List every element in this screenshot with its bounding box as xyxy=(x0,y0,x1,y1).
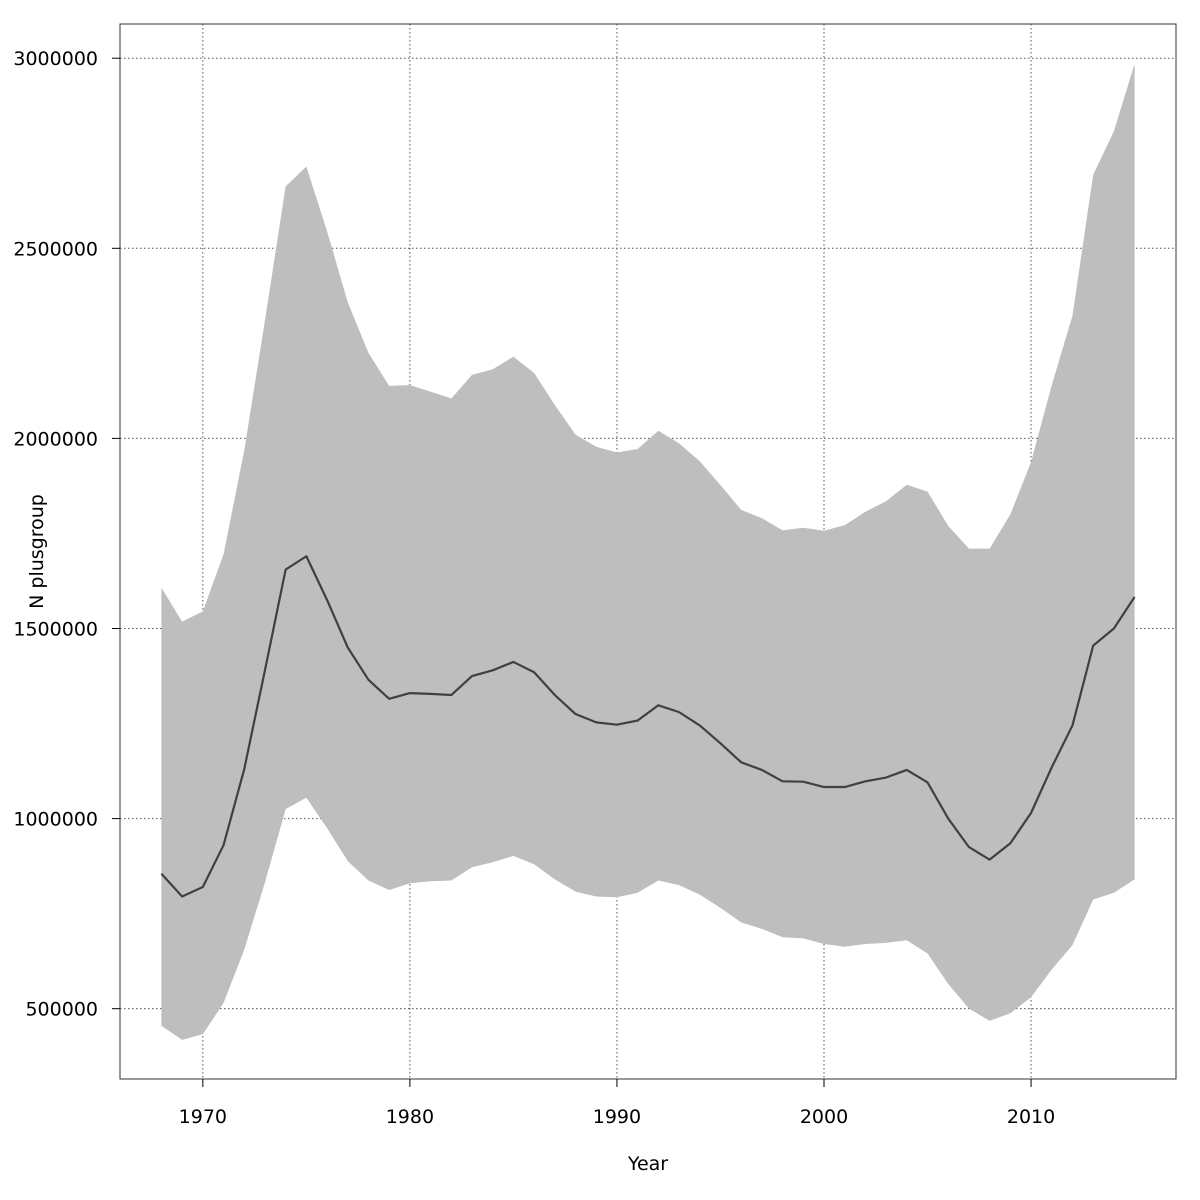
y-tick-label: 1500000 xyxy=(13,618,98,640)
x-tick-label: 1970 xyxy=(179,1106,227,1128)
y-tick-label: 2500000 xyxy=(13,238,98,260)
plot-frame xyxy=(119,23,1177,1080)
x-tick-label: 2000 xyxy=(800,1106,848,1128)
y-tick-label: 3000000 xyxy=(13,48,98,70)
x-tick-label: 1980 xyxy=(386,1106,434,1128)
y-axis: 500000 1000000 1500000 2000000 2500000 300000… xyxy=(13,48,120,1021)
x-tick-label: 2010 xyxy=(1007,1106,1055,1128)
y-tick-label: 1000000 xyxy=(13,809,98,831)
x-tick-label: 1990 xyxy=(593,1106,641,1128)
x-axis-title: Year xyxy=(627,1153,668,1175)
confidence-band xyxy=(161,63,1135,1040)
median-line xyxy=(160,555,1136,898)
y-tick-label: 2000000 xyxy=(13,428,98,450)
y-tick-label: 500000 xyxy=(25,999,98,1021)
x-axis: 1970 1980 1990 2000 2010 xyxy=(179,1079,1055,1128)
y-axis-title: N plusgroup xyxy=(26,494,48,609)
